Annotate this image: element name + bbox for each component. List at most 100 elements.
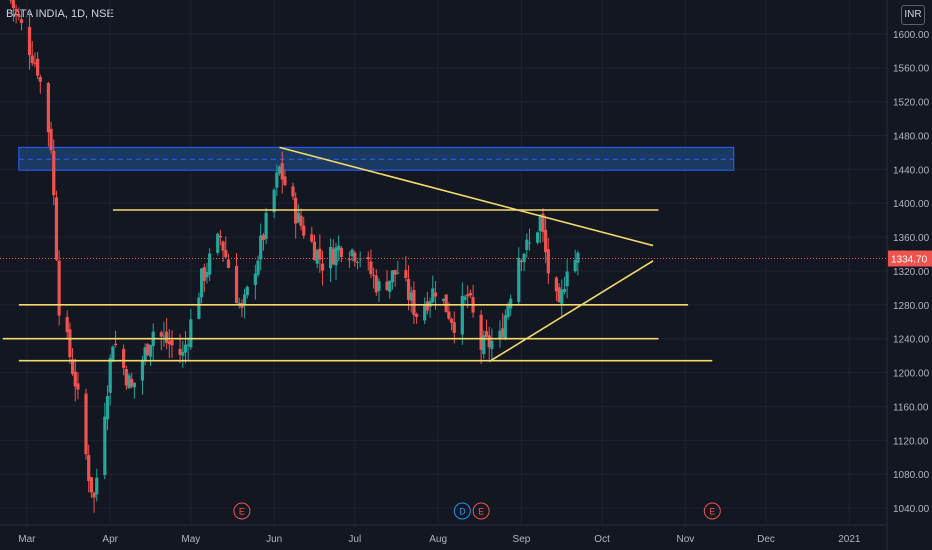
candle-body	[111, 346, 115, 362]
candle-body	[170, 340, 174, 346]
event-marker-icon[interactable]	[233, 502, 251, 520]
candle-body	[444, 294, 448, 313]
price-tick-label: 1280.00	[893, 301, 930, 312]
time-tick-label: Nov	[677, 534, 695, 545]
price-tick-label: 1240.00	[893, 335, 930, 346]
currency-badge[interactable]: INR	[901, 5, 925, 25]
candle-body	[501, 328, 505, 338]
price-tick-label: 1400.00	[893, 199, 930, 210]
candle-body	[296, 212, 300, 223]
event-marker-icon[interactable]	[472, 502, 490, 520]
price-tick-label: 1200.00	[893, 369, 930, 380]
candle-body	[320, 263, 325, 271]
candle-body	[347, 259, 352, 261]
time-tick-label: Aug	[429, 534, 447, 545]
candle-body	[428, 301, 432, 307]
candle-body	[404, 270, 408, 279]
candle-body	[312, 241, 317, 261]
price-tick-label: 1560.00	[893, 64, 930, 75]
candle-body	[412, 289, 416, 316]
price-tick-label: 1440.00	[893, 165, 930, 176]
candle-body	[33, 62, 37, 64]
price-tick-label: 1520.00	[893, 98, 930, 109]
candle-body	[68, 329, 72, 358]
price-axis[interactable]	[887, 0, 932, 550]
candle-body	[431, 288, 435, 303]
candle-body	[385, 281, 389, 291]
candle-body	[253, 273, 257, 285]
candle-body	[237, 302, 241, 305]
candle-body	[19, 19, 24, 24]
candle-body	[557, 287, 561, 302]
candle-body	[73, 371, 77, 387]
candle-body	[299, 215, 303, 226]
candle-body	[355, 262, 360, 264]
candle-body	[124, 369, 128, 386]
candle-body	[165, 331, 169, 343]
candle-body	[396, 272, 400, 274]
candle-body	[38, 76, 42, 82]
candle-body	[108, 357, 112, 393]
event-marker-label: D	[459, 507, 466, 517]
candle-body	[509, 298, 513, 309]
candle-body	[30, 55, 34, 64]
candle-body	[388, 280, 392, 292]
candle-body	[302, 225, 306, 236]
candle-body	[261, 234, 266, 240]
candle-body	[146, 344, 150, 356]
candle-body	[17, 15, 21, 17]
candle-body	[546, 249, 550, 274]
candle-body	[183, 344, 188, 353]
last-price-label: 1334.70	[891, 255, 928, 266]
candle-body	[52, 150, 56, 196]
candle-body	[522, 253, 526, 263]
candle-body	[369, 261, 373, 275]
candle-body	[576, 252, 580, 263]
candle-body	[337, 245, 341, 251]
candle-body	[95, 477, 99, 495]
event-marker-icon[interactable]	[453, 502, 471, 520]
candle-body	[218, 235, 223, 238]
candle-body	[140, 361, 145, 381]
candle-body	[224, 250, 228, 258]
candle-body	[331, 248, 335, 265]
candle-body	[259, 235, 263, 260]
candle-body	[415, 313, 419, 317]
candle-body	[57, 260, 61, 316]
candle-body	[452, 322, 456, 333]
time-tick-label: Apr	[102, 534, 118, 545]
candle-body	[159, 332, 163, 337]
last-price-badge	[888, 250, 932, 267]
price-tick-label: 1360.00	[893, 233, 930, 244]
candle-body	[393, 270, 397, 275]
candle-body	[202, 267, 206, 281]
time-tick-label: May	[181, 534, 200, 545]
candle-body	[447, 311, 451, 319]
candle-body	[275, 172, 279, 188]
candle-body	[366, 257, 370, 260]
event-marker-icon[interactable]	[703, 502, 721, 520]
candle-body	[186, 344, 190, 346]
candle-body	[49, 128, 53, 151]
candle-body	[272, 189, 276, 213]
candle-body	[197, 297, 201, 319]
candle-body	[89, 477, 93, 493]
candle-body	[167, 341, 171, 345]
candle-body	[178, 348, 182, 355]
candle-body	[503, 315, 507, 338]
candle-body	[122, 348, 126, 368]
candle-body	[264, 212, 268, 240]
trendline[interactable]	[279, 146, 654, 247]
event-marker-label: E	[239, 507, 245, 517]
candle-body	[487, 335, 491, 348]
candle-body	[143, 347, 147, 360]
candle-body	[433, 292, 438, 297]
candle-body	[463, 296, 467, 300]
candle-body	[406, 279, 411, 300]
time-tick-label: Sep	[513, 534, 531, 545]
trendline[interactable]	[488, 260, 654, 363]
candle-body	[205, 271, 209, 278]
candle-body	[538, 216, 542, 232]
candle-body	[84, 393, 88, 455]
